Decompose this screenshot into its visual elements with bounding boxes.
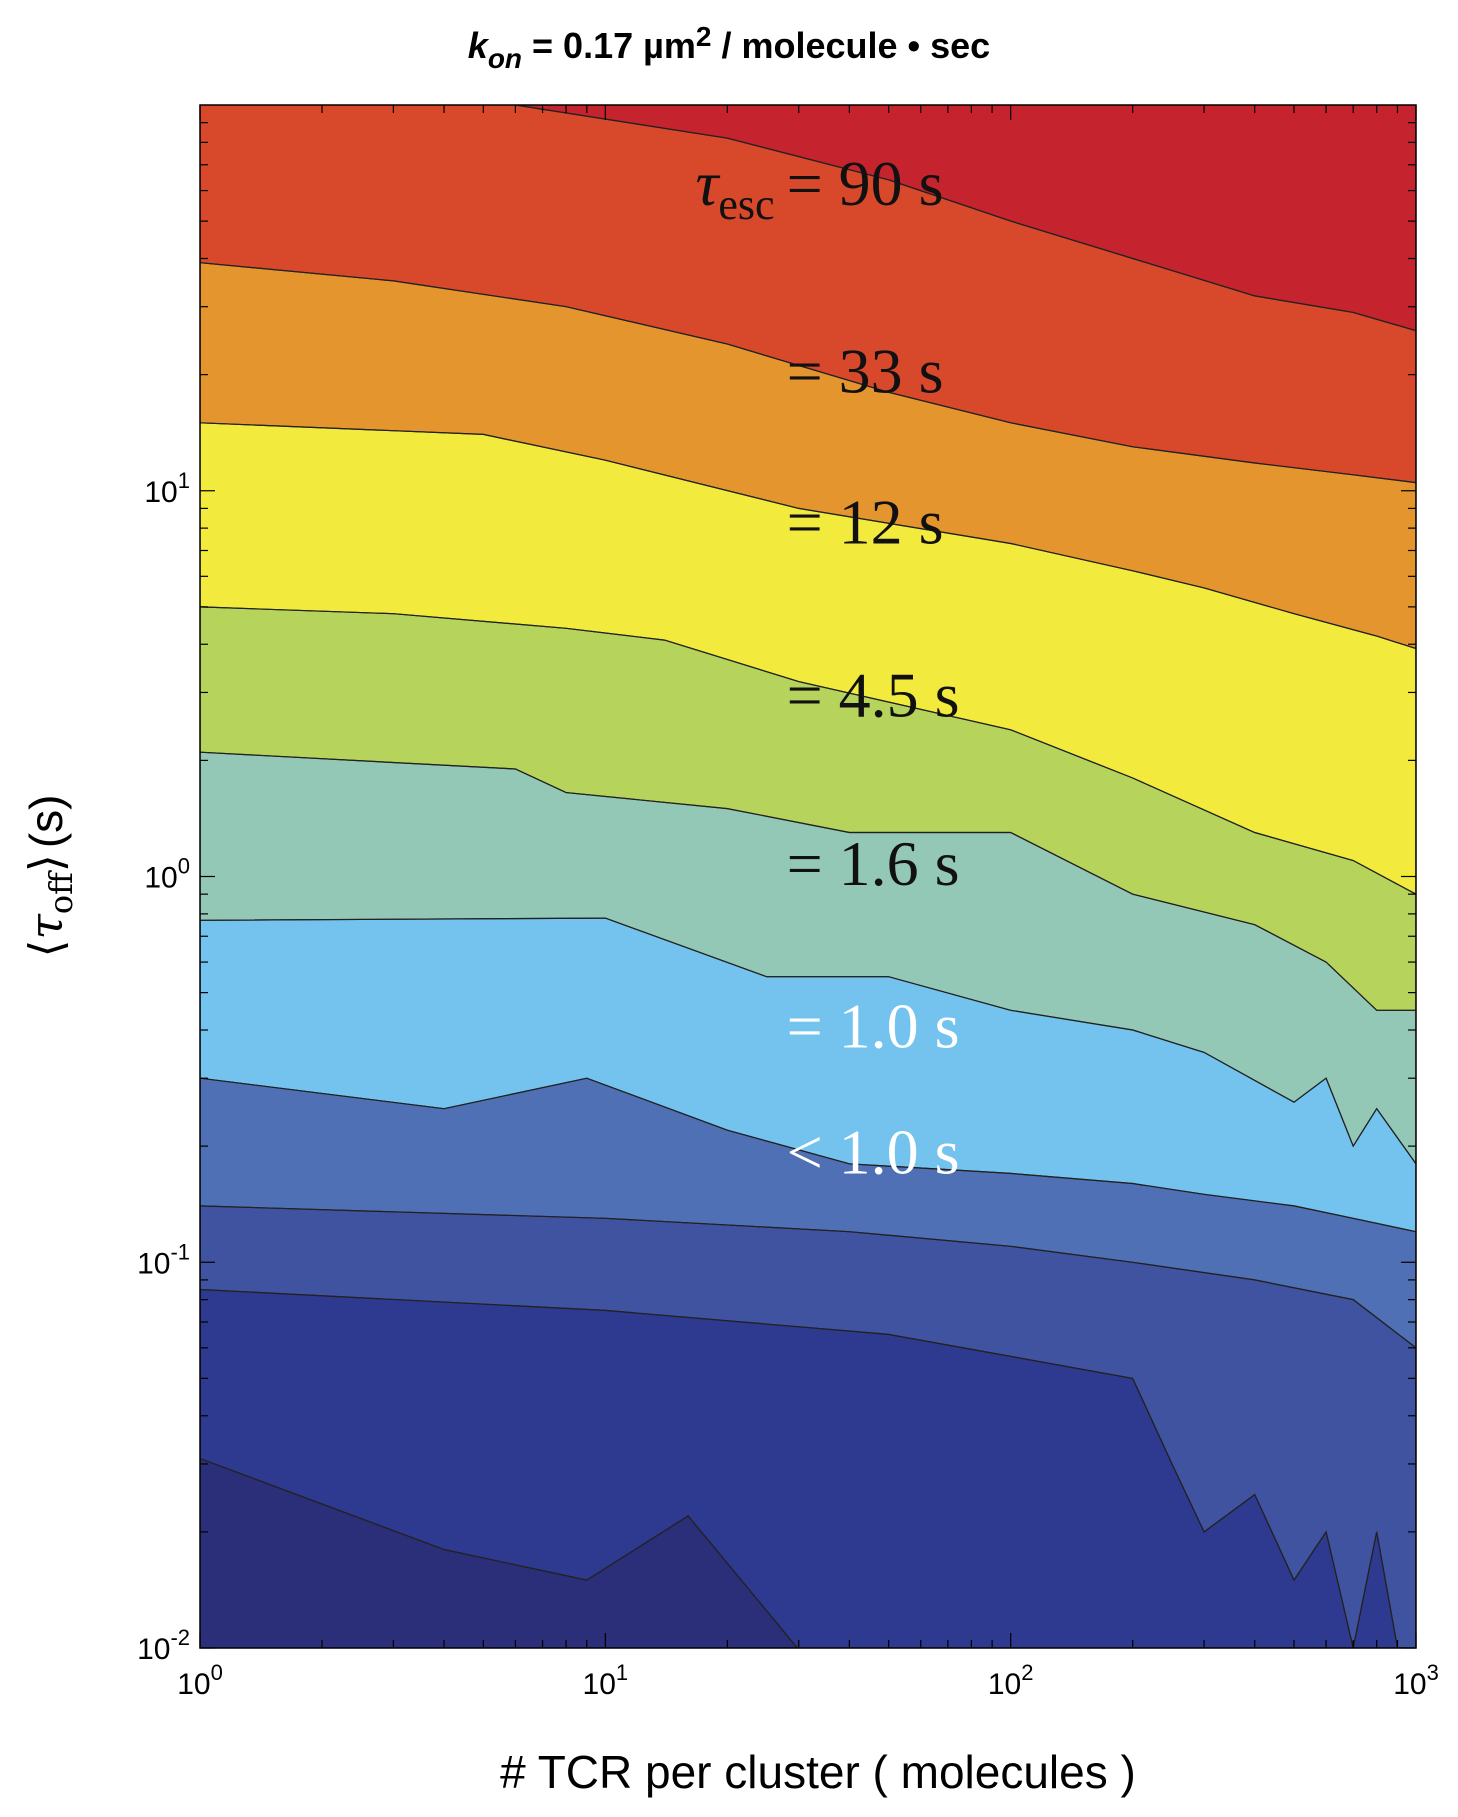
y-label-sub: off xyxy=(42,870,80,914)
title-prefix: k xyxy=(468,25,490,66)
title-middle: = 0.17 µm xyxy=(522,25,696,66)
x-tick-label-0: 100 xyxy=(177,1660,223,1701)
band-label-6: < 1.0 s xyxy=(787,1116,960,1187)
band-label-4: = 1.6 s xyxy=(787,828,960,899)
contour-line-8 xyxy=(200,422,1416,650)
contour-line-2 xyxy=(200,1288,1416,1648)
y-axis-label: ⟨τoff⟩ (s) xyxy=(19,795,80,958)
y-tick-label-3: 101 xyxy=(144,468,190,509)
contour-labels: τesc = 90 s = 33 s = 12 s = 4.5 s = 1.6 s = 1.… xyxy=(695,148,959,1187)
axis-ticks: 100 101 102 103 10-2 10-1 100 101 xyxy=(137,105,1439,1701)
y-tick-label-2: 100 xyxy=(144,854,190,895)
band-label-2: = 12 s xyxy=(787,486,944,557)
contour-bands xyxy=(200,105,1416,1648)
contour-line-5 xyxy=(200,917,1416,1165)
band-label-prefix: τesc xyxy=(695,148,774,229)
contour-line-7 xyxy=(200,606,1416,895)
title-suffix: / molecule • sec xyxy=(711,25,990,66)
y-tick-label-1: 10-1 xyxy=(137,1239,190,1280)
contour-line-3 xyxy=(200,1205,1416,1349)
band-label-5: = 1.0 s xyxy=(787,991,960,1062)
y-label-symbol: τ xyxy=(19,913,73,940)
contour-line-10 xyxy=(503,105,1416,332)
y-label-close: ⟩ xyxy=(19,854,73,872)
band-label-0: = 90 s xyxy=(787,148,944,219)
band-label-3: = 4.5 s xyxy=(787,659,960,730)
contour-line-9 xyxy=(200,262,1416,484)
contour-line-1 xyxy=(200,1457,799,1648)
title-prefix-sub: on xyxy=(488,43,522,74)
y-tick-label-0: 10-2 xyxy=(137,1625,190,1666)
contour-line-4 xyxy=(200,1077,1416,1233)
x-axis-label: # TCR per cluster ( molecules ) xyxy=(500,1746,1136,1798)
y-label-open: ⟨ xyxy=(19,940,73,958)
x-tick-label-1: 101 xyxy=(583,1660,629,1701)
chart-title: kon = 0.17 µm2 / molecule • sec xyxy=(468,21,990,74)
contour-line-6 xyxy=(200,751,1416,1011)
x-tick-label-2: 102 xyxy=(988,1660,1034,1701)
x-tick-label-3: 103 xyxy=(1393,1660,1439,1701)
band-label-1: = 33 s xyxy=(787,335,944,406)
title-sup: 2 xyxy=(696,21,712,52)
y-label-unit: (s) xyxy=(20,795,72,849)
